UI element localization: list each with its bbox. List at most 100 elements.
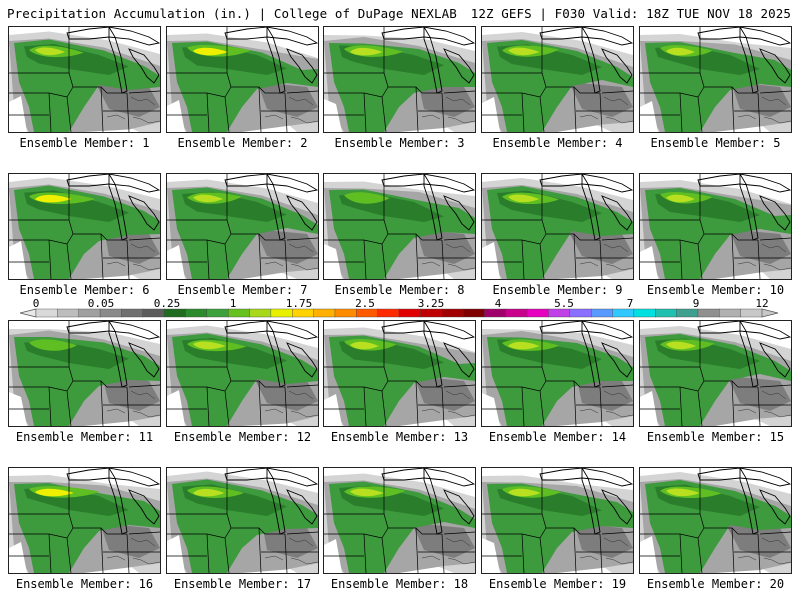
- precip-gray-dark: [104, 229, 160, 264]
- dry-area: [482, 97, 500, 132]
- county-lines: [737, 243, 791, 271]
- ensemble-member-label: Ensemble Member: 2: [177, 136, 308, 150]
- precip-yellow-max: [193, 488, 225, 497]
- county-lines: [264, 96, 318, 124]
- precip-gray-dark: [416, 229, 475, 264]
- county-lines: [579, 243, 633, 271]
- dry-area: [640, 246, 658, 279]
- county-lines: [264, 537, 318, 565]
- dry-area: [9, 542, 27, 573]
- precip-yellow-max: [193, 47, 229, 56]
- lake-michigan-outline: [739, 27, 759, 94]
- ensemble-map-panel: [639, 173, 792, 280]
- precip-map: [324, 174, 475, 279]
- precip-map: [9, 468, 160, 573]
- dry-area: [482, 393, 500, 426]
- lake-superior-outline: [539, 174, 633, 193]
- state-borders: [324, 27, 475, 132]
- lake-superior-outline: [66, 27, 160, 46]
- ensemble-map-panel: [323, 320, 476, 427]
- precip-yellow-max: [193, 194, 224, 203]
- county-lines: [264, 390, 318, 418]
- dry-area: [167, 390, 185, 426]
- ensemble-map-panel: [639, 26, 792, 133]
- state-borders: [640, 321, 791, 426]
- dry-area: [9, 241, 27, 279]
- lake-michigan-outline: [739, 321, 759, 388]
- county-lines: [106, 537, 160, 565]
- precip-map: [324, 468, 475, 573]
- precip-gray-dark: [727, 376, 791, 411]
- state-borders: [640, 174, 791, 279]
- dry-area: [324, 99, 342, 132]
- lake-huron-outline: [128, 342, 160, 378]
- lake-huron-outline: [286, 489, 318, 525]
- precip-yellow-max: [666, 341, 697, 350]
- lake-huron-outline: [443, 48, 475, 84]
- lake-superior-outline: [697, 321, 791, 340]
- lake-michigan-outline: [581, 174, 601, 241]
- lake-superior-outline: [697, 174, 791, 193]
- lake-huron-outline: [443, 489, 475, 525]
- lake-huron-outline: [601, 489, 633, 525]
- dry-area: [640, 536, 658, 573]
- precip-yellow-max: [35, 47, 66, 56]
- lake-michigan-outline: [266, 27, 286, 94]
- county-lines: [737, 390, 791, 418]
- state-borders: [324, 174, 475, 279]
- precip-yellow-max: [666, 47, 695, 56]
- precip-yellow-max: [350, 488, 384, 497]
- precip-map: [9, 174, 160, 279]
- county-lines: [421, 243, 475, 271]
- lake-huron-outline: [759, 195, 791, 231]
- ensemble-member-label: Ensemble Member: 7: [177, 283, 308, 297]
- colorbar-tick-label: 9: [692, 297, 700, 310]
- lake-huron-outline: [443, 195, 475, 231]
- precip-green-light: [344, 192, 390, 204]
- county-lines: [737, 96, 791, 124]
- lake-huron-outline: [601, 195, 633, 231]
- colorbar-tick-label: 1.75: [285, 297, 313, 310]
- precip-green-light: [29, 339, 77, 351]
- lake-michigan-outline: [581, 27, 601, 94]
- ensemble-member-label: Ensemble Member: 12: [173, 430, 312, 444]
- precip-yellow-max: [508, 47, 540, 56]
- ensemble-map-panel: [8, 173, 161, 280]
- ensemble-member-label: Ensemble Member: 1: [19, 136, 150, 150]
- precip-yellow-max: [508, 341, 540, 350]
- colorbar-tick-label: 5.5: [554, 297, 574, 310]
- lake-superior-outline: [224, 321, 318, 340]
- lake-huron-outline: [443, 342, 475, 378]
- state-borders: [640, 468, 791, 573]
- precip-gray-dark: [574, 523, 633, 558]
- precip-gray-dark: [418, 82, 475, 117]
- ensemble-member-label: Ensemble Member: 17: [173, 577, 312, 591]
- precip-map: [9, 321, 160, 426]
- ensemble-map-panel: [323, 467, 476, 574]
- ensemble-map-panel: [481, 320, 634, 427]
- dry-area: [9, 96, 27, 132]
- dry-area: [324, 394, 342, 426]
- colorbar-tick-label: 3.25: [417, 297, 445, 310]
- lake-superior-outline: [381, 468, 475, 487]
- lake-michigan-outline: [739, 174, 759, 241]
- state-borders: [167, 174, 318, 279]
- precip-gray-dark: [569, 82, 633, 117]
- precip-gray-dark: [729, 229, 791, 264]
- precip-map: [482, 174, 633, 279]
- colorbar-tick-label: 4: [494, 297, 502, 310]
- colorbar-tick-label: 1: [229, 297, 237, 310]
- colorbar-tick-label: 0.05: [87, 297, 115, 310]
- county-lines: [106, 243, 160, 271]
- lake-michigan-outline: [423, 174, 443, 241]
- dry-area: [324, 244, 342, 279]
- ensemble-map-panel: [166, 320, 319, 427]
- ensemble-map-panel: [323, 173, 476, 280]
- ensemble-map-panel: [481, 467, 634, 574]
- lake-michigan-outline: [423, 468, 443, 535]
- precip-gray-dark: [731, 82, 791, 117]
- lake-michigan-outline: [108, 468, 128, 535]
- colorbar-tick-label: 0.25: [153, 297, 181, 310]
- state-borders: [482, 468, 633, 573]
